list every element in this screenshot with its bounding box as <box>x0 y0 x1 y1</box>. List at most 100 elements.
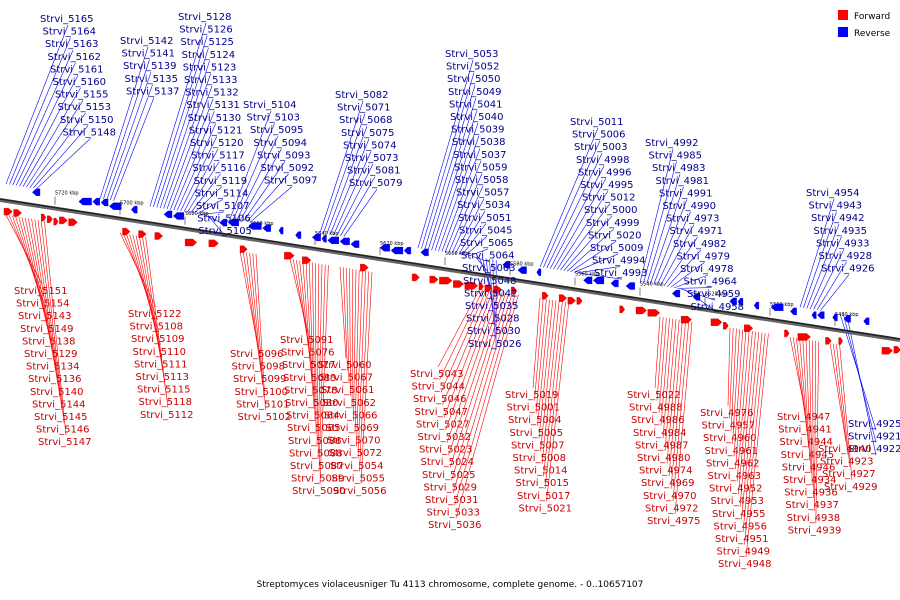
forward-leader-line <box>308 262 315 409</box>
forward-leader-line <box>439 289 484 380</box>
forward-gene-label: Strvi_5146 <box>36 425 90 436</box>
reverse-gene-arrow <box>262 224 271 232</box>
reverse-gene-label: Strvi_5082 <box>335 90 389 101</box>
reverse-gene-label: Strvi_5064 <box>461 251 515 262</box>
reverse-gene-label: Strvi_5161 <box>50 64 104 75</box>
reverse-gene-arrow <box>517 266 527 274</box>
reverse-gene-label: Strvi_4973 <box>666 214 720 225</box>
forward-gene-label: Strvi_5149 <box>20 324 74 335</box>
forward-leader-line <box>252 253 265 398</box>
scale-tick-label: 5520 kbp <box>705 292 729 298</box>
reverse-leader-line <box>319 100 364 233</box>
forward-gene-arrow <box>122 227 131 236</box>
reverse-leader-line <box>803 211 837 309</box>
forward-leader-line <box>449 292 506 468</box>
reverse-gene-label: Strvi_5052 <box>446 62 500 73</box>
forward-gene-label: Strvi_4972 <box>645 503 699 514</box>
forward-gene-label: Strvi_5067 <box>320 373 374 384</box>
forward-gene-label: Strvi_5029 <box>424 482 478 493</box>
forward-gene-label: Strvi_5008 <box>513 453 567 464</box>
forward-gene-arrow <box>360 264 369 272</box>
reverse-gene-label: Strvi_4922 <box>848 444 900 455</box>
forward-gene-label: Strvi_5062 <box>323 398 377 409</box>
reverse-leader-line <box>570 241 617 273</box>
reverse-gene-label: Strvi_5057 <box>456 188 510 199</box>
reverse-gene-label: Strvi_5075 <box>341 128 395 139</box>
forward-leader-line <box>839 344 853 480</box>
forward-gene-label: Strvi_4970 <box>643 491 697 502</box>
reverse-gene-label: Strvi_4996 <box>578 167 632 178</box>
forward-leader-line <box>814 340 816 511</box>
forward-leader-line <box>799 338 809 448</box>
forward-gene-arrow <box>567 296 576 305</box>
forward-gene-label: Strvi_5138 <box>22 336 76 347</box>
reverse-gene-label: Strvi_4995 <box>580 180 634 191</box>
reverse-leader-line <box>431 110 478 251</box>
forward-gene-label: Strvi_4934 <box>783 475 837 486</box>
forward-gene-label: Strvi_4948 <box>718 559 772 570</box>
reverse-gene-label: Strvi_4928 <box>819 251 873 262</box>
reverse-leader-line <box>343 189 378 237</box>
forward-gene-label: Strvi_5111 <box>134 359 188 370</box>
forward-gene-arrow <box>53 217 59 226</box>
reverse-gene-arrow <box>312 233 321 242</box>
reverse-leader-line <box>813 249 845 310</box>
forward-leader-line <box>543 301 563 477</box>
reverse-gene-label: Strvi_5124 <box>182 50 236 61</box>
forward-gene-label: Strvi_4988 <box>629 403 683 414</box>
forward-gene-label: Strvi_5019 <box>505 390 559 401</box>
reverse-leader-line <box>639 148 674 283</box>
reverse-leader-line <box>580 273 623 280</box>
reverse-gene-arrow <box>100 198 109 207</box>
reverse-gene-label: Strvi_5071 <box>337 103 391 114</box>
reverse-leader-line <box>163 73 212 209</box>
forward-leader-line <box>540 300 557 452</box>
reverse-gene-label: Strvi_5059 <box>454 162 508 173</box>
reverse-leader-line <box>806 224 840 309</box>
forward-leader-line <box>744 333 766 545</box>
reverse-gene-label: Strvi_4982 <box>673 239 727 250</box>
reverse-gene-label: Strvi_5160 <box>53 77 107 88</box>
forward-leader-line <box>346 267 350 384</box>
forward-gene-arrow <box>635 306 647 315</box>
forward-gene-label: Strvi_5005 <box>510 428 564 439</box>
reverse-gene-arrow <box>583 276 593 284</box>
reverse-gene-label: Strvi_5107 <box>196 201 250 212</box>
forward-gene-label: Strvi_4975 <box>647 516 701 527</box>
reverse-leader-line <box>444 160 482 253</box>
reverse-leader-line <box>99 46 149 199</box>
legend-forward-label: Forward <box>854 12 890 22</box>
forward-leader-line <box>34 219 61 398</box>
forward-leader-line <box>318 264 326 472</box>
reverse-leader-line <box>441 148 481 252</box>
reverse-gene-arrow <box>863 317 870 325</box>
forward-leader-line <box>44 220 67 436</box>
reverse-gene-label: Strvi_5068 <box>339 115 393 126</box>
reverse-gene-arrow <box>219 218 228 227</box>
forward-leader-line <box>353 269 357 422</box>
reverse-gene-label: Strvi_4990 <box>663 201 717 212</box>
reverse-leader-line <box>448 173 483 253</box>
reverse-gene-label: Strvi_5040 <box>450 112 504 123</box>
forward-leader-line <box>142 236 167 396</box>
reverse-gene-arrow <box>172 212 185 220</box>
reverse-gene-arrow <box>502 261 511 269</box>
scale-tick-label: 5640 kbp <box>315 231 339 237</box>
forward-gene-label: Strvi_5147 <box>38 437 92 448</box>
forward-gene-label: Strvi_4944 <box>779 437 833 448</box>
reverse-gene-label: Strvi_4991 <box>659 188 713 199</box>
forward-gene-label: Strvi_4960 <box>703 433 757 444</box>
forward-gene-label: Strvi_5069 <box>326 423 380 434</box>
forward-leader-line <box>672 321 690 502</box>
reverse-gene-label: Strvi_5026 <box>468 339 522 350</box>
reverse-gene-label: Strvi_5120 <box>190 138 244 149</box>
reverse-leader-line <box>19 75 79 187</box>
forward-gene-label: Strvi_4938 <box>787 513 841 524</box>
forward-leader-line <box>356 270 363 447</box>
reverse-gene-label: Strvi_5030 <box>467 326 521 337</box>
reverse-gene-label: Strvi_5132 <box>185 88 239 99</box>
reverse-leader-line <box>200 211 225 215</box>
forward-leader-line <box>455 294 519 519</box>
reverse-gene-arrow <box>737 298 744 306</box>
forward-leader-line <box>299 260 312 371</box>
